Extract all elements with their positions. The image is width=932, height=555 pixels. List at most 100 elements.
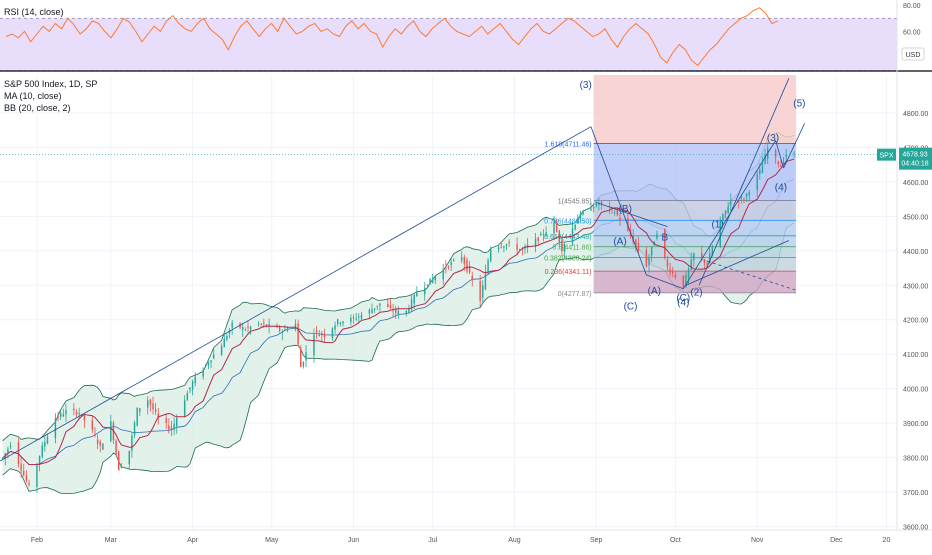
candle-body (136, 407, 138, 426)
wave-channel-upper (698, 78, 790, 286)
candle-body (226, 335, 228, 340)
candle-body (276, 326, 278, 328)
candle-body (9, 445, 12, 448)
candle-body (59, 413, 62, 417)
candle-body (300, 348, 302, 368)
bb-legend: BB (20, close, 2) (4, 103, 71, 113)
candle-body (17, 442, 20, 464)
candle-body (110, 421, 112, 442)
candle-body (38, 455, 41, 465)
candle-body (426, 284, 429, 286)
price-tick-label: 4100.00 (903, 352, 928, 359)
time-tick-label: Dec (830, 537, 843, 544)
main-legend: S&P 500 Index, 1D, SP MA (10, close) BB … (4, 78, 97, 114)
candle-body (703, 259, 706, 263)
price-tick-label: 4400.00 (903, 249, 928, 256)
currency-label: USD (906, 52, 921, 59)
candle-body (424, 287, 426, 295)
candle-body (534, 238, 537, 247)
ma-legend: MA (10, close) (4, 91, 62, 101)
time-tick-label: 20 (883, 537, 891, 544)
candle-body (519, 249, 521, 251)
ticker-label: SPX (879, 153, 893, 160)
price-tick-label: 4500.00 (903, 214, 928, 221)
candle-body (748, 191, 750, 196)
candle-body (131, 435, 133, 451)
time-tick-label: Sep (590, 537, 603, 544)
wave-label: (C) (676, 293, 690, 304)
fib-level-label: 0(4277.87) (558, 291, 592, 298)
candle-body (722, 213, 724, 221)
wave-label: (C) (624, 301, 638, 312)
candle-body (727, 207, 729, 214)
wave-leg (783, 123, 806, 169)
candle-body (379, 303, 381, 306)
candle-body (223, 338, 225, 348)
wave-label: (3) (580, 80, 592, 91)
candle-body (99, 441, 101, 446)
candle-body (468, 266, 471, 273)
candle-body (793, 152, 795, 154)
candle-body (730, 200, 732, 205)
candle-body (463, 257, 466, 264)
candle-body (553, 221, 555, 234)
candle-body (413, 294, 415, 304)
price-tick-label: 4200.00 (903, 318, 928, 325)
candle-body (96, 439, 99, 444)
time-tick-label: Aug (508, 537, 521, 544)
last-price-value: 4678.93 (902, 152, 927, 159)
candle-body (260, 323, 262, 325)
candle-body (331, 328, 334, 339)
candle-body (466, 259, 468, 272)
candle-body (545, 232, 547, 236)
fib-zone (593, 235, 797, 247)
candle-body (194, 376, 196, 384)
candle-body (321, 333, 323, 336)
candle-body (537, 237, 539, 241)
candle-body (500, 246, 502, 248)
candle-body (434, 276, 437, 281)
price-tick-label: 4600.00 (903, 180, 928, 187)
candle-body (297, 323, 299, 345)
candle-body (516, 244, 518, 250)
candle-body (392, 310, 394, 312)
candle-body (497, 247, 500, 250)
candle-body (656, 234, 658, 239)
candle-body (592, 207, 595, 208)
candle-body (645, 249, 648, 267)
fib-level-label: 0.618(4443.48) (544, 234, 591, 241)
candle-body (447, 266, 450, 268)
candle-body (577, 218, 579, 224)
candle-body (540, 233, 542, 236)
candle-body (57, 415, 59, 418)
ticker-badge (877, 148, 896, 161)
candle-body (339, 322, 342, 325)
candle-body (62, 414, 65, 417)
candle-body (154, 409, 157, 412)
candle-body (373, 308, 376, 310)
fib-zone (593, 220, 797, 236)
candle-body (574, 224, 576, 230)
price-tick-label: 4000.00 (903, 387, 928, 394)
wave-leg (775, 140, 784, 169)
candle-body (78, 412, 80, 415)
candle-body (672, 271, 674, 274)
candle-body (376, 305, 378, 307)
candle-body (117, 451, 120, 471)
time-tick-label: Apr (187, 537, 199, 544)
candle-body (613, 212, 616, 214)
candle-body (471, 275, 473, 281)
candle-body (429, 278, 431, 285)
time-tick-label: Mar (105, 537, 118, 544)
candle-body (228, 329, 231, 334)
wave-leg (646, 274, 684, 290)
candle-body (284, 329, 286, 330)
wave-label: (A) (613, 237, 626, 248)
candle-body (191, 381, 194, 390)
candle-body (152, 403, 154, 410)
candle-body (637, 243, 640, 252)
candle-body (149, 399, 152, 405)
candle-body (503, 246, 505, 248)
